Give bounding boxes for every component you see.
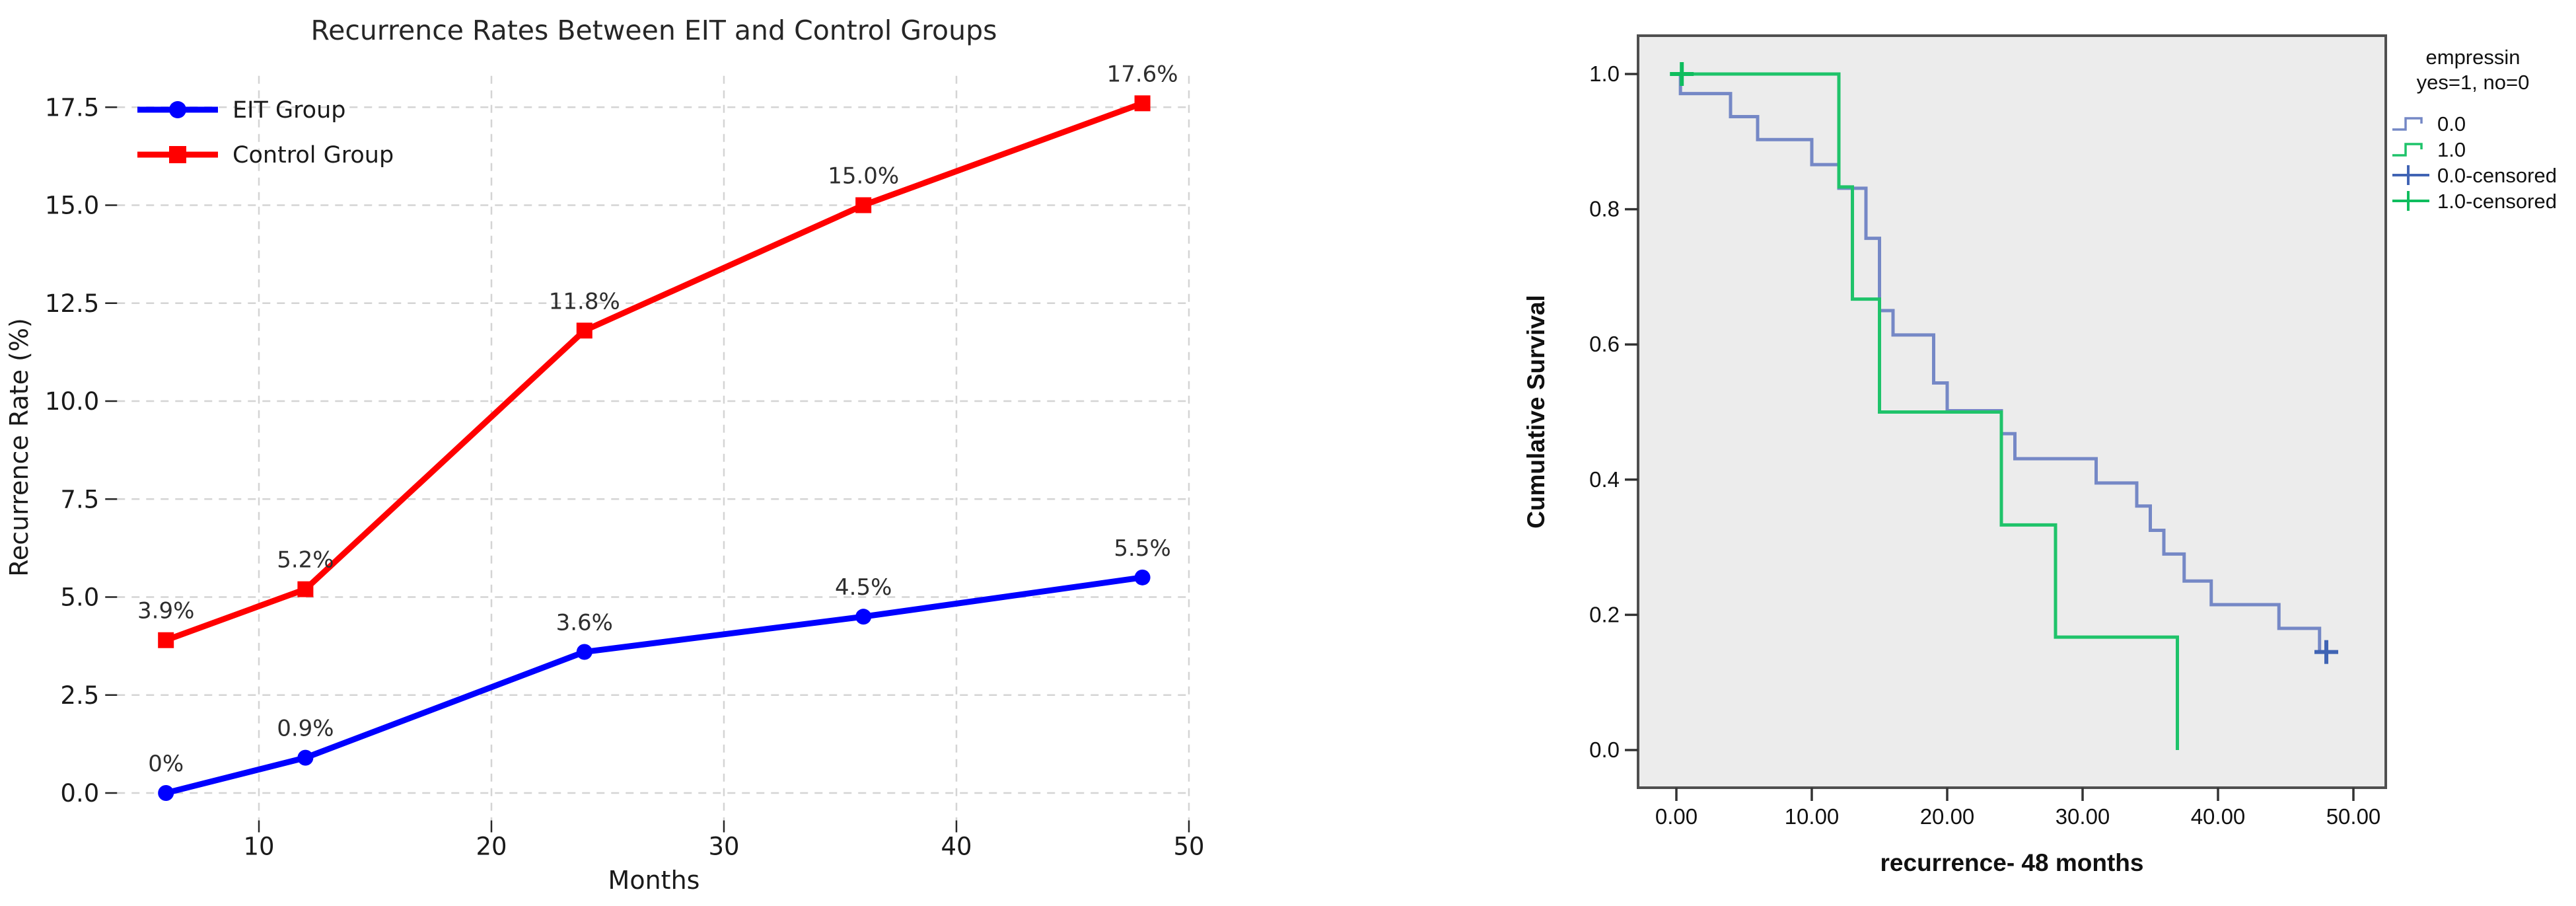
y-tick-label: 1.0: [1589, 61, 1620, 86]
circle-marker: [1134, 569, 1151, 585]
data-label: 11.8%: [549, 288, 620, 315]
chart-legend: EIT Group Control Group: [137, 97, 394, 169]
x-axis-label: recurrence- 48 months: [1880, 849, 2144, 876]
legend-title-line-2: yes=1, no=0: [2417, 71, 2530, 94]
x-tick-label: 30.00: [2056, 804, 2110, 829]
legend-label: EIT Group: [233, 97, 346, 124]
legend-label: Control Group: [233, 142, 394, 169]
data-label: 15.0%: [828, 163, 899, 190]
censored-marker: [2314, 640, 2338, 664]
plot-background: [1638, 36, 2386, 788]
y-tick-label: 0.8: [1589, 197, 1620, 221]
y-tick-label: 2.5: [60, 681, 99, 710]
data-label: 5.2%: [277, 547, 334, 574]
y-axis-label: Recurrence Rate (%): [5, 318, 34, 577]
series-control-group: 3.9% 5.2% 11.8% 15.0% 17.6%: [137, 61, 1178, 648]
y-axis-label: Cumulative Survival: [1522, 295, 1550, 529]
y-tick-label: 0.0: [60, 779, 99, 808]
recurrence-line-chart-canvas: 10 20 30 40 50 0.0 2.5 5.0 7.5 10.0 12.5 15.0 17.5 0…: [5, 15, 1205, 895]
square-marker: [297, 581, 314, 597]
legend-title-line-1: empressin: [2426, 46, 2521, 69]
data-label: 3.9%: [137, 598, 194, 624]
x-tick-label: 20.00: [1920, 804, 1975, 829]
x-tick-label: 40: [941, 833, 972, 861]
x-axis-label: Months: [608, 866, 700, 895]
data-label: 5.5%: [1114, 535, 1170, 562]
data-series: 0% 0.9% 3.6% 4.5% 5.5% 3.9% 5.2% 11.8% 15.0% 17.6…: [137, 61, 1178, 801]
x-tick-label: 30: [708, 833, 739, 861]
gridlines: [117, 75, 1192, 821]
survival-curve-1.0: [1670, 62, 2179, 750]
legend-label: 1.0-censored: [2437, 190, 2557, 213]
plot-frame: [1637, 34, 2387, 789]
axis-ticks: [105, 106, 1190, 833]
x-tick-label: 10: [243, 833, 274, 861]
circle-marker: [297, 749, 314, 766]
data-label: 17.6%: [1107, 61, 1178, 87]
y-tick-label: 12.5: [45, 289, 99, 318]
step-line: [1676, 72, 2179, 750]
recurrence-line-chart: 10 20 30 40 50 0.0 2.5 5.0 7.5 10.0 12.5 15.0 17.5 0…: [0, 0, 1288, 903]
legend-entry: 1.0: [2392, 138, 2466, 161]
y-tick-label: 17.5: [45, 93, 99, 122]
legend-step-glyph: [2392, 143, 2423, 157]
legend-step-glyph: [2392, 117, 2423, 131]
x-tick-label: 40.00: [2191, 804, 2246, 829]
series-eit-group: 0% 0.9% 3.6% 4.5% 5.5%: [148, 535, 1171, 801]
y-tick-label: 7.5: [60, 485, 99, 513]
legend-entry: 0.0-censored: [2392, 164, 2557, 187]
chart-legend: 0.0 1.0 0.0-censored 1.0-censored: [2392, 112, 2557, 213]
axis-ticks: [1625, 73, 2355, 801]
circle-marker: [576, 644, 592, 660]
data-label: 3.6%: [556, 610, 613, 636]
axis-tick-labels: 10 20 30 40 50 0.0 2.5 5.0 7.5 10.0 12.5 15.0 17.5: [45, 93, 1205, 860]
square-marker: [855, 197, 872, 213]
legend-entry: Control Group: [137, 142, 394, 169]
circle-marker: [855, 609, 872, 625]
survival-curves: [1670, 62, 2338, 750]
legend-label: 1.0: [2437, 138, 2466, 161]
y-tick-label: 0.6: [1589, 332, 1620, 356]
data-label: 0%: [148, 751, 184, 777]
y-tick-label: 5.0: [60, 584, 99, 612]
y-tick-label: 15.0: [45, 192, 99, 220]
y-tick-label: 0.4: [1589, 467, 1620, 492]
plot-border: [1637, 34, 2387, 789]
y-tick-label: 0.0: [1589, 737, 1620, 762]
circle-marker: [158, 785, 174, 801]
plot-area: [1638, 36, 2386, 788]
square-marker: [1134, 95, 1151, 112]
x-tick-label: 20: [476, 833, 507, 861]
data-label: 4.5%: [835, 574, 892, 601]
legend-entry: 1.0-censored: [2392, 190, 2557, 213]
data-label: 0.9%: [277, 716, 334, 742]
y-tick-label: 10.0: [45, 387, 99, 416]
legend-label: 0.0: [2437, 112, 2466, 135]
square-marker: [576, 322, 592, 339]
x-tick-label: 50: [1173, 833, 1204, 861]
legend-circle-marker: [169, 101, 186, 118]
y-tick-label: 0.2: [1589, 602, 1620, 626]
km-survival-chart-canvas: 0.00 10.00 20.00 30.00 40.00 50.00 0.0 0.2 0.4 0.…: [1522, 34, 2557, 876]
chart-title: Recurrence Rates Between EIT and Control…: [311, 15, 997, 46]
km-survival-chart: 0.00 10.00 20.00 30.00 40.00 50.00 0.0 0.2 0.4 0.…: [1486, 0, 2576, 903]
legend-square-marker: [169, 146, 186, 163]
x-tick-label: 10.00: [1785, 804, 1840, 829]
legend-entry: EIT Group: [137, 97, 346, 124]
axis-tick-labels: 0.00 10.00 20.00 30.00 40.00 50.00 0.0 0.2 0.4 0.…: [1589, 61, 2380, 829]
x-tick-label: 50.00: [2326, 804, 2381, 829]
x-tick-label: 0.00: [1655, 804, 1698, 829]
legend-label: 0.0-censored: [2437, 164, 2557, 187]
legend-entry: 0.0: [2392, 112, 2466, 135]
censored-marker: [1670, 62, 1694, 86]
square-marker: [158, 632, 174, 648]
